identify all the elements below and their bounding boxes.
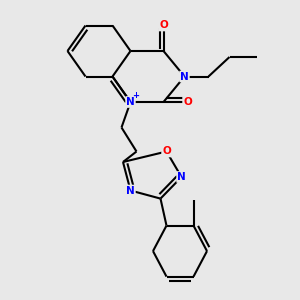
Text: O: O (162, 146, 171, 157)
Text: O: O (183, 97, 192, 107)
Text: O: O (159, 20, 168, 31)
Text: N: N (126, 185, 135, 196)
Text: +: + (132, 92, 140, 100)
Text: N: N (180, 71, 189, 82)
Text: N: N (126, 97, 135, 107)
Text: N: N (177, 172, 186, 182)
